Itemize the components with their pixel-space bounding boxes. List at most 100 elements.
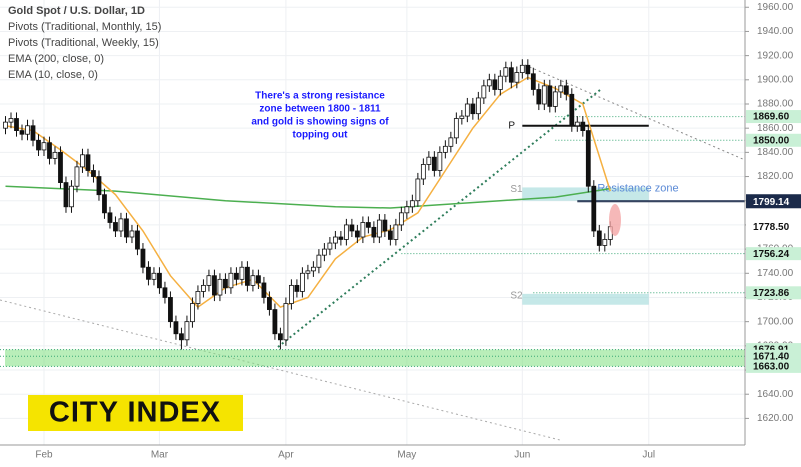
trendline <box>0 299 561 441</box>
ema200-line <box>5 185 611 209</box>
candle-body <box>393 224 399 240</box>
legend-line: EMA (200, close, 0) <box>8 53 104 65</box>
candle-body <box>195 291 201 304</box>
candle-body <box>464 103 470 117</box>
price-tag-label: 1850.00 <box>753 135 790 146</box>
x-tick-label: Jun <box>514 450 530 461</box>
y-tick-label: 1860.00 <box>757 123 794 134</box>
candle-body <box>602 239 608 246</box>
pivot-label: S2 <box>510 290 523 301</box>
price-tag <box>746 220 801 234</box>
price-tag-label: 1869.60 <box>753 112 790 123</box>
candle-body <box>256 275 261 284</box>
price-tag <box>746 110 801 124</box>
candle-body <box>91 170 96 177</box>
candle-body <box>541 85 547 105</box>
candle-body <box>503 67 509 77</box>
candle-body <box>563 85 569 95</box>
price-tag <box>746 349 801 363</box>
candle-body <box>118 218 124 232</box>
candle-body <box>514 72 520 83</box>
candle-body <box>168 297 173 323</box>
candle-body <box>113 222 118 232</box>
candle-body <box>387 230 393 240</box>
candle-body <box>530 73 536 90</box>
candle-body <box>398 212 404 226</box>
candle-body <box>19 130 25 135</box>
legend-line: Pivots (Traditional, Weekly, 15) <box>8 37 159 49</box>
candle-body <box>360 222 366 238</box>
price-tag <box>746 359 801 373</box>
candle-body <box>146 266 151 280</box>
candle-body <box>519 64 525 73</box>
candle-body <box>415 178 421 202</box>
annotation: zone between 1800 - 1811 <box>259 104 381 115</box>
candle-body <box>376 219 382 238</box>
candle-body <box>349 224 355 232</box>
x-tick-label: Feb <box>35 450 53 461</box>
candle-body <box>574 121 580 127</box>
candle-body <box>228 272 234 289</box>
y-tick-label: 1960.00 <box>757 2 794 13</box>
candle-body <box>338 236 344 240</box>
candle-body <box>316 254 322 268</box>
candle-body <box>343 224 349 240</box>
highlight <box>609 204 621 236</box>
candle-body <box>63 182 69 208</box>
candle-body <box>151 272 157 280</box>
y-tick-label: 1620.00 <box>757 413 794 424</box>
candle-body <box>52 151 58 159</box>
price-tag <box>746 133 801 147</box>
logo: CITY INDEX <box>49 397 221 429</box>
candle-body <box>30 125 36 141</box>
plot: S1 S2 Resistance zone P <box>0 59 745 367</box>
candle-body <box>8 118 14 123</box>
y-tick-label: 1840.00 <box>757 147 794 158</box>
candle-body <box>354 230 360 238</box>
candle-body <box>190 303 195 323</box>
candle-body <box>250 275 256 286</box>
candle-body <box>239 266 245 280</box>
price-tag-label: 1799.14 <box>753 197 790 208</box>
candle-body <box>580 121 586 131</box>
candle-body <box>596 230 602 246</box>
x-tick-label: May <box>397 450 416 461</box>
candle-body <box>217 278 223 296</box>
candle-body <box>157 272 162 289</box>
candle-body <box>124 218 129 238</box>
candle-body <box>470 103 476 115</box>
candle-body <box>459 115 465 119</box>
candle-body <box>261 282 267 298</box>
candle-body <box>442 145 448 153</box>
price-tag-label: 1723.86 <box>753 288 790 299</box>
price-tag <box>746 286 801 300</box>
candle-body <box>453 118 459 139</box>
price-tag-label: 1671.40 <box>753 351 790 362</box>
candle-body <box>382 219 388 232</box>
zone-label: Resistance zone <box>597 182 678 194</box>
candle-body <box>547 85 553 107</box>
candle-body <box>234 272 239 280</box>
candle-body <box>102 194 107 214</box>
candle-body <box>409 200 415 208</box>
candle-body <box>74 166 80 187</box>
annotation: There's a strong resistance <box>255 91 385 102</box>
candle-body <box>69 185 74 208</box>
ema10-line <box>5 76 612 309</box>
candle-body <box>96 176 102 196</box>
candle-body <box>58 151 63 183</box>
candle-body <box>404 206 410 214</box>
candle-body <box>179 333 184 341</box>
y-tick-label: 1920.00 <box>757 50 794 61</box>
candle-body <box>569 93 575 127</box>
legend-line: Pivots (Traditional, Monthly, 15) <box>8 21 161 33</box>
candle-body <box>41 142 47 151</box>
candle-body <box>272 309 278 335</box>
candle-body <box>420 164 426 180</box>
candle-body <box>558 85 564 93</box>
candle-body <box>223 278 228 289</box>
candle-body <box>206 275 212 286</box>
candle-body <box>162 287 168 298</box>
candle-body <box>475 97 481 115</box>
candle-body <box>492 79 498 90</box>
